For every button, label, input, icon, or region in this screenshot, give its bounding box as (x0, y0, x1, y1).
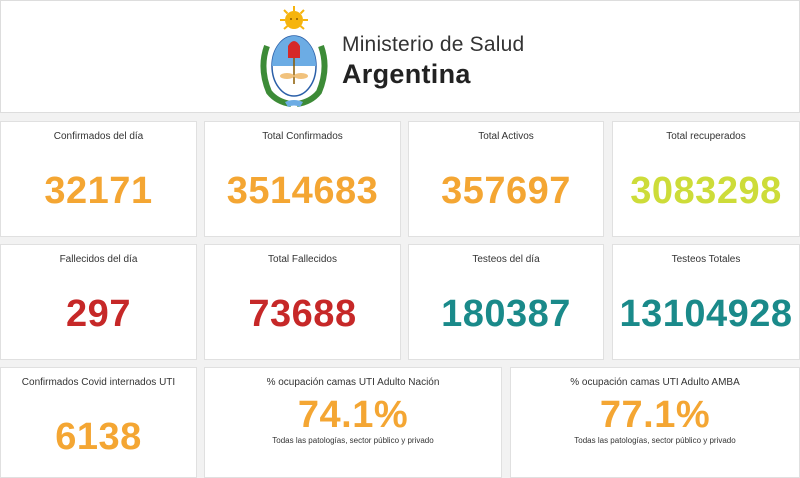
card-label: Confirmados del día (53, 131, 144, 142)
brand: Ministerio de Salud Argentina (342, 33, 524, 90)
card-label: Testeos Totales (671, 254, 741, 265)
card-fallecidos-del-dia: Fallecidos del día 297 (0, 244, 197, 360)
national-coat-of-arms-icon (260, 6, 328, 107)
card-ocupacion-uti-nacion: % ocupación camas UTI Adulto Nación 74.1… (204, 367, 502, 478)
card-label: Total recuperados (666, 131, 746, 142)
card-value: 74.1% (297, 394, 409, 436)
card-value: 77.1% (599, 394, 711, 436)
card-confirmados-internados-uti: Confirmados Covid internados UTI 6138 (0, 367, 197, 478)
card-label: Fallecidos del día (59, 254, 138, 265)
card-note: Todas las patologías, sector público y p… (272, 436, 434, 445)
card-label: % ocupación camas UTI Adulto Nación (266, 377, 440, 388)
card-total-confirmados: Total Confirmados 3514683 (204, 121, 401, 237)
country-name: Argentina (342, 59, 471, 89)
card-label: % ocupación camas UTI Adulto AMBA (570, 377, 740, 388)
card-label: Testeos del día (472, 254, 540, 265)
card-label: Total Confirmados (262, 131, 343, 142)
card-testeos-del-dia: Testeos del día 180387 (408, 244, 604, 360)
card-value: 3083298 (630, 170, 782, 212)
card-value: 3514683 (226, 170, 379, 212)
card-value: 180387 (441, 293, 571, 335)
ministry-name: Ministerio de Salud (342, 33, 525, 56)
card-total-activos: Total Activos 357697 (408, 121, 604, 237)
card-label: Total Fallecidos (268, 254, 337, 265)
card-ocupacion-uti-amba: % ocupación camas UTI Adulto AMBA 77.1% … (510, 367, 800, 478)
card-value: 357697 (441, 170, 571, 212)
card-total-recuperados: Total recuperados 3083298 (612, 121, 800, 237)
card-value: 32171 (44, 170, 153, 212)
card-testeos-totales: Testeos Totales 13104928 (612, 244, 800, 360)
card-confirmados-del-dia: Confirmados del día 32171 (0, 121, 197, 237)
card-total-fallecidos: Total Fallecidos 73688 (204, 244, 401, 360)
header: Ministerio de Salud Argentina (0, 0, 800, 113)
card-value: 73688 (248, 293, 357, 335)
card-note: Todas las patologías, sector público y p… (574, 436, 736, 445)
card-label: Confirmados Covid internados UTI (21, 377, 176, 388)
card-label: Total Activos (478, 131, 534, 142)
card-value: 13104928 (619, 293, 793, 335)
card-value: 297 (66, 293, 131, 335)
card-value: 6138 (55, 416, 142, 458)
